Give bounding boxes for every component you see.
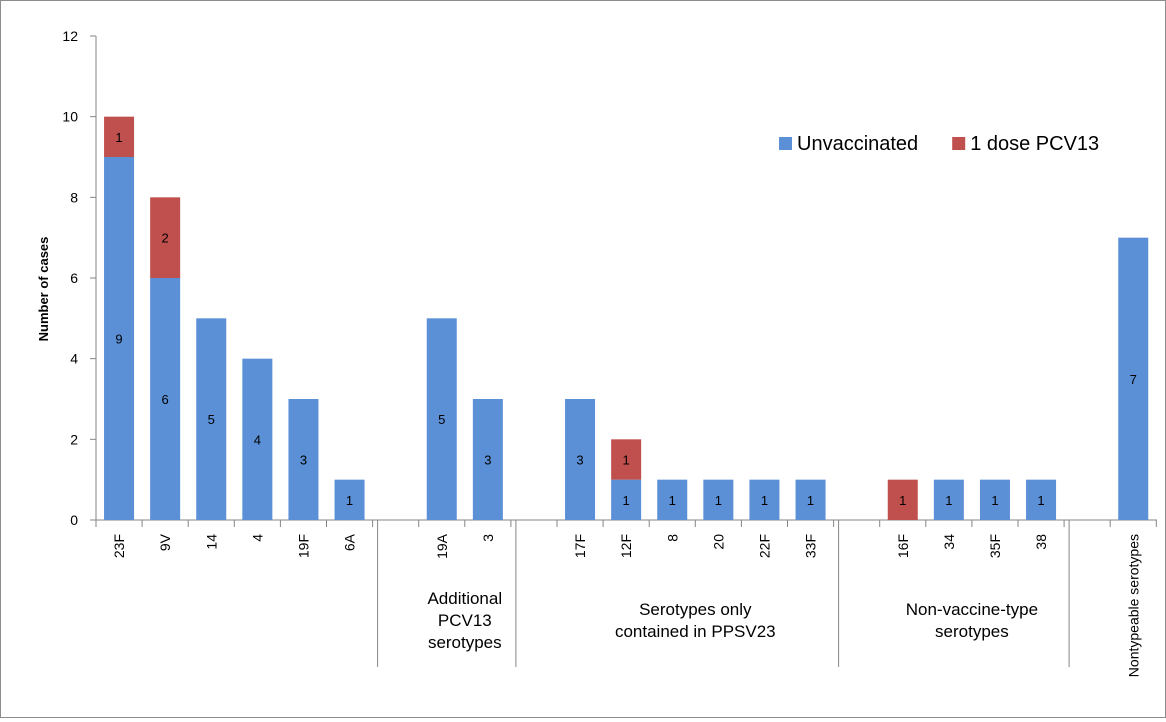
bar-segment bbox=[150, 278, 181, 520]
legend-swatch bbox=[952, 137, 966, 150]
data-label: 1 bbox=[899, 493, 906, 508]
group-label: Non-vaccine-type bbox=[906, 600, 1038, 619]
x-tick-label: 34 bbox=[941, 534, 957, 550]
x-tick-label: 8 bbox=[664, 534, 680, 542]
data-label: 1 bbox=[1037, 493, 1044, 508]
x-tick-label: 3 bbox=[480, 534, 496, 542]
x-tick-label: 9V bbox=[157, 533, 173, 551]
data-label: 1 bbox=[761, 493, 768, 508]
y-tick-label: 0 bbox=[70, 512, 78, 528]
data-label: 3 bbox=[300, 453, 307, 468]
data-label: 1 bbox=[115, 130, 122, 145]
bar-segment bbox=[242, 358, 273, 520]
data-label: 3 bbox=[576, 453, 583, 468]
data-label: 5 bbox=[208, 412, 215, 427]
legend: Unvaccinated 1 dose PCV13 bbox=[779, 133, 1099, 155]
group-label: PCV13 bbox=[438, 611, 492, 630]
y-tick-label: 8 bbox=[70, 189, 78, 205]
bar-segment bbox=[288, 399, 319, 520]
data-label: 2 bbox=[162, 231, 169, 246]
y-tick-label: 4 bbox=[70, 351, 78, 367]
y-axis-label: Number of cases bbox=[36, 237, 51, 342]
data-label: 7 bbox=[1130, 372, 1137, 387]
legend-swatch bbox=[779, 137, 792, 150]
data-label: 1 bbox=[623, 493, 630, 508]
group-label: Additional bbox=[427, 589, 502, 608]
x-tick-label: 38 bbox=[1033, 534, 1049, 550]
group-label: Serotypes only bbox=[639, 600, 752, 619]
bar-segment bbox=[979, 479, 1010, 520]
y-tick-label: 10 bbox=[62, 109, 78, 125]
data-label: 1 bbox=[945, 493, 952, 508]
x-tick-label: 19A bbox=[434, 533, 450, 559]
data-label: 1 bbox=[346, 493, 353, 508]
data-label: 4 bbox=[254, 432, 261, 447]
data-label: 9 bbox=[115, 332, 122, 347]
x-tick-label: 14 bbox=[203, 534, 219, 550]
bar-segment bbox=[104, 116, 135, 157]
x-tick-label: Nontypeable serotypes bbox=[1125, 534, 1141, 677]
x-tick-label: 23F bbox=[111, 534, 127, 558]
data-label: 5 bbox=[438, 412, 445, 427]
bar-segment bbox=[933, 479, 964, 520]
data-label: 1 bbox=[669, 493, 676, 508]
group-label: serotypes bbox=[428, 633, 502, 652]
bar-segment bbox=[1118, 237, 1149, 520]
bar-segment bbox=[887, 479, 918, 520]
x-tick-labels: 23F 9V 14 4 19F 6A 19A 3 17F 12F 8 20 22F 33F 16F 34 35F… bbox=[111, 533, 1141, 677]
legend-label: 1 dose PCV13 bbox=[970, 133, 1099, 155]
y-tick-label: 6 bbox=[70, 270, 78, 286]
data-label: 1 bbox=[623, 453, 630, 468]
bar-segment bbox=[196, 318, 227, 520]
data-label: 3 bbox=[484, 453, 491, 468]
group-label: contained in PPSV23 bbox=[615, 622, 776, 641]
bar-segment bbox=[150, 197, 181, 278]
bar-segment bbox=[104, 157, 135, 520]
y-tick-label: 12 bbox=[62, 28, 78, 44]
y-tick-label: 2 bbox=[70, 431, 78, 447]
group-label: serotypes bbox=[935, 622, 1009, 641]
bar-segment bbox=[657, 479, 688, 520]
x-tick-label: 16F bbox=[895, 534, 911, 558]
x-tick-label: 4 bbox=[249, 534, 265, 542]
legend-label: Unvaccinated bbox=[797, 133, 918, 155]
x-tick-label: 17F bbox=[572, 534, 588, 558]
x-tick-label: 6A bbox=[342, 533, 358, 551]
bar-segment bbox=[334, 479, 365, 520]
bar-segment bbox=[611, 479, 642, 520]
bars bbox=[104, 116, 1149, 520]
bar-segment bbox=[472, 399, 503, 520]
bar-segment bbox=[426, 318, 457, 520]
bar-segment bbox=[749, 479, 780, 520]
x-tick-label: 19F bbox=[295, 534, 311, 558]
data-label: 1 bbox=[991, 493, 998, 508]
bar-segment bbox=[795, 479, 826, 520]
x-tick-label: 20 bbox=[710, 534, 726, 550]
bar-segment bbox=[1026, 479, 1057, 520]
x-tick-label: 12F bbox=[618, 534, 634, 558]
bar-segment bbox=[565, 399, 596, 520]
group-labels: Additional PCV13 serotypes Serotypes only co… bbox=[427, 589, 1038, 652]
x-tick-label: 33F bbox=[803, 534, 819, 558]
data-label: 6 bbox=[162, 392, 169, 407]
x-tick-label: 22F bbox=[756, 534, 772, 558]
data-labels: 9 1 6 2 5 4 3 1 5 3 3 1 1 1 1 1 1 1 1 1 1 7 bbox=[115, 130, 1136, 508]
data-label: 1 bbox=[715, 493, 722, 508]
x-tick-label: 35F bbox=[987, 534, 1003, 558]
bar-segment bbox=[703, 479, 734, 520]
data-label: 1 bbox=[807, 493, 814, 508]
bar-segment bbox=[611, 439, 642, 480]
